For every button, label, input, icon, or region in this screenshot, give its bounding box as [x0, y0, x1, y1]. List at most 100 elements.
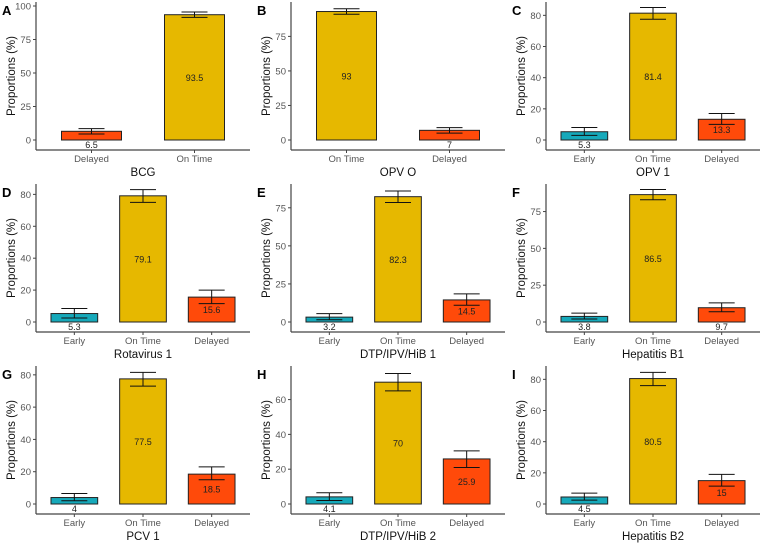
data-label: 6.5 — [85, 140, 98, 150]
x-tick-label: On Time — [635, 154, 671, 165]
x-tick-label: Early — [574, 518, 596, 529]
data-label: 4 — [72, 504, 77, 514]
data-label: 81.4 — [644, 72, 662, 82]
data-label: 5.3 — [578, 140, 591, 150]
data-label: 80.5 — [644, 437, 662, 447]
data-label: 9.7 — [715, 322, 728, 332]
error-bar — [130, 189, 156, 203]
x-tick-label: On Time — [380, 518, 416, 529]
y-tick-label: 0 — [26, 136, 31, 147]
data-label: 79.1 — [134, 254, 152, 264]
y-tick-label: 80 — [20, 190, 31, 201]
x-tick-label: Early — [574, 336, 596, 347]
error-bar — [316, 492, 343, 502]
y-tick-label: 50 — [275, 241, 286, 252]
panel-letter: A — [2, 3, 12, 18]
panel-letter: E — [257, 185, 266, 200]
x-tick-label: Delayed — [704, 518, 739, 529]
y-tick-label: 25 — [275, 279, 286, 290]
bar-on-time — [374, 196, 422, 323]
x-tick-label: On Time — [380, 336, 416, 347]
panel-c: C 0 20 40 60 80 Proportions (%) OPV 1 5.3 Early 81… — [512, 2, 760, 179]
panel-letter: B — [257, 3, 266, 18]
error-bar — [640, 371, 666, 387]
data-label: 14.5 — [458, 306, 476, 316]
error-bar — [316, 313, 343, 321]
y-axis-title: Proportions (%) — [261, 36, 273, 116]
y-tick-label: 20 — [530, 104, 541, 115]
x-tick-label: Delayed — [704, 154, 739, 165]
panel-letter: C — [512, 3, 522, 18]
x-axis-title: OPV O — [380, 167, 416, 179]
error-bar — [181, 11, 208, 18]
y-tick-label: 40 — [20, 435, 31, 446]
panel-letter: H — [257, 367, 266, 382]
data-label: 77.5 — [134, 437, 152, 447]
y-tick-label: 25 — [530, 281, 541, 292]
y-tick-label: 0 — [281, 136, 286, 147]
y-axis-title: Proportions (%) — [6, 36, 18, 116]
error-bar — [453, 293, 480, 306]
x-tick-label: On Time — [329, 154, 365, 165]
x-axis-title: DTP/IPV/HiB 2 — [360, 531, 436, 543]
error-bar — [198, 466, 225, 481]
data-label: 18.5 — [203, 485, 221, 495]
y-tick-label: 80 — [530, 11, 541, 22]
error-bar — [333, 8, 360, 15]
x-axis-title: OPV 1 — [636, 167, 670, 179]
x-tick-label: Delayed — [194, 336, 229, 347]
data-label: 15 — [717, 488, 727, 498]
data-label: 86.5 — [644, 254, 662, 264]
y-tick-label: 50 — [530, 244, 541, 255]
bar-delayed — [442, 458, 491, 505]
error-bar — [571, 127, 598, 136]
y-tick-label: 25 — [275, 101, 286, 112]
x-axis-title: Hepatitis B1 — [622, 349, 684, 361]
panel-letter: G — [2, 367, 12, 382]
data-label: 3.2 — [323, 322, 336, 332]
error-bar — [571, 492, 598, 501]
y-tick-label: 20 — [20, 467, 31, 478]
y-tick-label: 0 — [281, 500, 286, 511]
bar-on-time — [164, 14, 225, 141]
y-tick-label: 40 — [530, 73, 541, 84]
data-label: 82.3 — [389, 255, 407, 265]
error-bar — [61, 307, 88, 319]
error-bar — [708, 113, 735, 125]
x-axis-title: PCV 1 — [126, 531, 159, 543]
error-bar — [571, 312, 598, 320]
y-tick-label: 100 — [15, 2, 31, 13]
y-tick-label: 0 — [26, 500, 31, 511]
y-tick-label: 75 — [20, 35, 31, 46]
x-tick-label: Early — [319, 336, 341, 347]
error-bar — [385, 190, 411, 203]
bar-on-time — [119, 195, 167, 323]
y-axis-title: Proportions (%) — [516, 400, 528, 480]
x-axis-title: Hepatitis B2 — [622, 531, 684, 543]
y-tick-label: 60 — [275, 395, 286, 406]
y-axis-title: Proportions (%) — [516, 36, 528, 116]
y-tick-label: 75 — [530, 207, 541, 218]
panel-g: G 0 20 40 60 80 Proportions (%) PCV 1 4 Early 77.5… — [2, 366, 250, 543]
bar-on-time — [316, 11, 377, 141]
x-tick-label: Early — [574, 154, 596, 165]
data-label: 5.3 — [68, 322, 81, 332]
x-axis-title: BCG — [131, 167, 156, 179]
data-label: 93 — [341, 71, 351, 81]
x-tick-label: Delayed — [449, 518, 484, 529]
error-bar — [78, 128, 105, 135]
error-bar — [453, 450, 480, 468]
data-label: 93.5 — [186, 73, 204, 83]
y-tick-label: 20 — [530, 468, 541, 479]
bar-on-time — [119, 378, 167, 505]
error-bar — [708, 473, 735, 487]
y-axis-title: Proportions (%) — [6, 218, 18, 298]
error-bar — [130, 371, 156, 387]
data-label: 7 — [447, 140, 452, 150]
y-axis-title: Proportions (%) — [261, 400, 273, 480]
panel-i: I 0 20 40 60 80 Proportions (%) Hepatitis B2 4.5… — [512, 366, 760, 543]
error-bar — [640, 188, 666, 201]
